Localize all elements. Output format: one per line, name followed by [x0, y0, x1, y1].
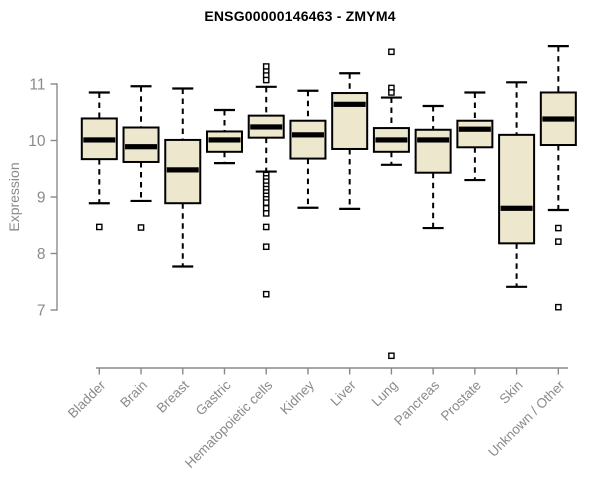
- outlier-point: [262, 199, 270, 206]
- y-tick-label: 9: [37, 190, 46, 207]
- box-pancreas: [414, 104, 452, 230]
- y-tick-label: 11: [29, 77, 45, 94]
- median-line: [458, 126, 491, 132]
- outlier-point: [262, 76, 270, 84]
- median-line: [250, 124, 283, 130]
- box-breast: [164, 87, 202, 268]
- median-line: [125, 144, 158, 150]
- outlier-point: [388, 89, 395, 96]
- y-tick-label: 10: [28, 133, 46, 150]
- median-line: [333, 101, 366, 107]
- x-tick-label: Brain: [117, 378, 150, 411]
- x-tick-label: Prostate: [438, 378, 484, 424]
- x-tick-label: Kidney: [277, 377, 317, 417]
- x-tick-label: Unknown / Other: [485, 377, 568, 460]
- median-line: [417, 137, 450, 143]
- median-line: [291, 132, 324, 138]
- box-kidney: [289, 89, 327, 209]
- outlier-point: [388, 48, 395, 56]
- x-tick-label: Liver: [328, 377, 360, 409]
- box-lung: [372, 48, 410, 360]
- median-line: [375, 137, 408, 143]
- x-tick-label: Lung: [369, 378, 401, 410]
- box-gastric: [205, 108, 243, 165]
- x-tick-label: Pancreas: [391, 377, 442, 428]
- box-bladder: [80, 91, 118, 231]
- box-liver: [331, 72, 369, 210]
- y-axis: 7 8 9 10 11: [28, 77, 58, 320]
- box-brain: [122, 85, 160, 231]
- y-tick-label: 7: [37, 303, 46, 320]
- box-hematopoietic-cells: [247, 63, 285, 298]
- x-tick-label: Gastric: [193, 377, 234, 418]
- outlier-point: [262, 243, 270, 251]
- median-line: [208, 137, 241, 143]
- chart-title: ENSG00000146463 - ZMYM4: [204, 8, 396, 24]
- x-tick-label: Bladder: [65, 377, 109, 421]
- box-skin: [498, 81, 536, 288]
- median-line: [166, 167, 199, 173]
- outlier-point: [555, 238, 562, 245]
- outlier-point: [262, 210, 270, 217]
- median-line: [500, 205, 533, 211]
- x-tick-label: Skin: [497, 378, 526, 407]
- outlier-point: [555, 224, 562, 232]
- outlier-point: [95, 223, 103, 231]
- outlier-point: [137, 224, 145, 231]
- outlier-point: [262, 290, 270, 298]
- box-prostate: [456, 91, 494, 182]
- x-tick-label: Breast: [154, 377, 192, 415]
- outlier-point: [262, 223, 270, 231]
- median-line: [83, 137, 116, 143]
- outlier-point: [388, 352, 395, 360]
- median-line: [542, 116, 575, 122]
- y-tick-label: 8: [37, 246, 46, 263]
- box-unknown-other: [539, 45, 577, 311]
- outlier-point: [555, 303, 562, 311]
